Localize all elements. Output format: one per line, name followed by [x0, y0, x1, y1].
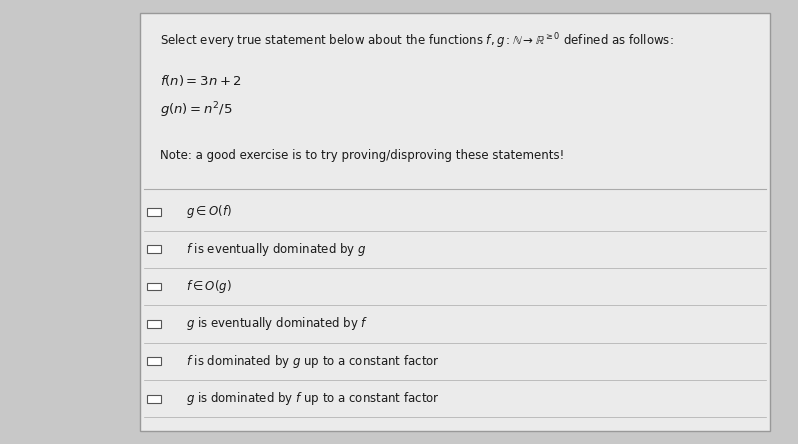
- Text: $g \in O(f)$: $g \in O(f)$: [186, 203, 231, 220]
- Bar: [147, 283, 161, 290]
- Text: $f$ is dominated by $g$ up to a constant factor: $f$ is dominated by $g$ up to a constant…: [186, 353, 440, 370]
- Bar: [140, 13, 770, 431]
- Text: $g$ is eventually dominated by $f$: $g$ is eventually dominated by $f$: [186, 315, 369, 333]
- Text: $g$ is dominated by $f$ up to a constant factor: $g$ is dominated by $f$ up to a constant…: [186, 390, 440, 407]
- Bar: [147, 320, 161, 328]
- Bar: [147, 395, 161, 403]
- Text: $f(n) = 3n + 2$: $f(n) = 3n + 2$: [160, 73, 242, 88]
- Bar: [147, 208, 161, 216]
- Bar: [147, 357, 161, 365]
- Text: Note: a good exercise is to try proving/disproving these statements!: Note: a good exercise is to try proving/…: [160, 149, 564, 162]
- Bar: [147, 245, 161, 253]
- Text: $f \in O(g)$: $f \in O(g)$: [186, 278, 231, 295]
- Text: $g(n) = n^2 / 5$: $g(n) = n^2 / 5$: [160, 100, 232, 119]
- Text: Select every true statement below about the functions $f, g : \mathbb{N} \righta: Select every true statement below about …: [160, 31, 674, 51]
- Text: $f$ is eventually dominated by $g$: $f$ is eventually dominated by $g$: [186, 241, 366, 258]
